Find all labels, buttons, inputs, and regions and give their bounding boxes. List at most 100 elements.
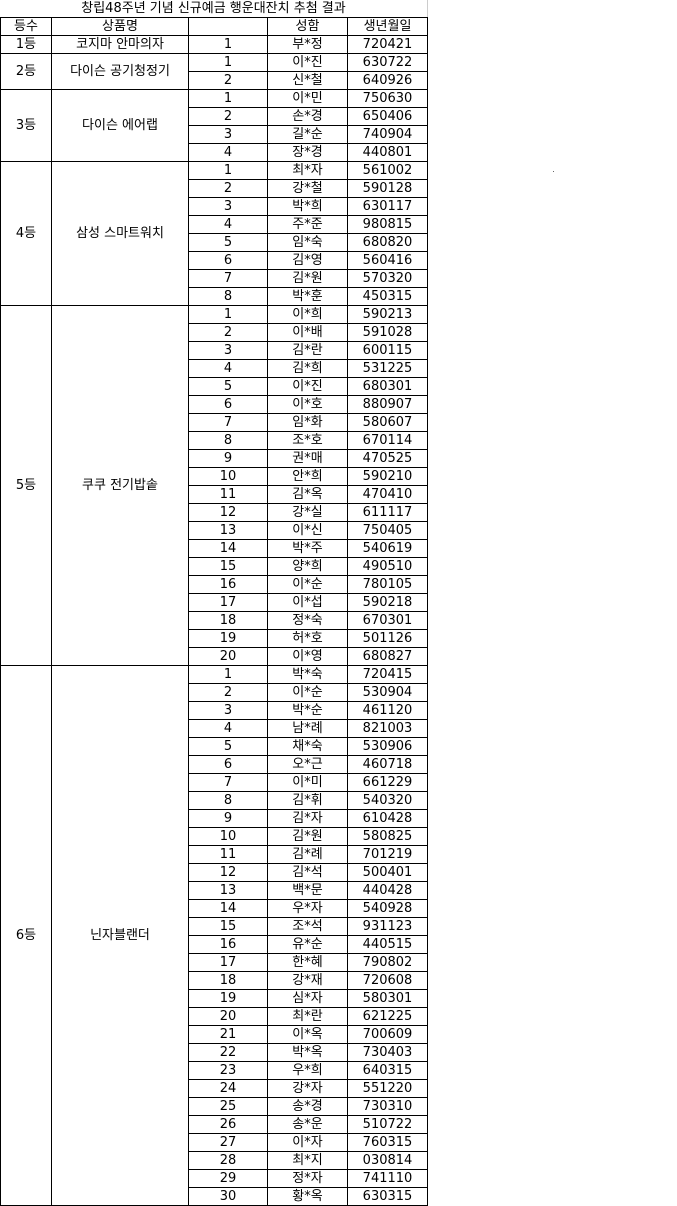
name-cell[interactable]: 박*숙 [267, 665, 348, 684]
name-cell[interactable]: 이*미 [267, 773, 348, 792]
birthdate-cell[interactable]: 880907 [347, 395, 428, 414]
birthdate-cell[interactable]: 561002 [347, 161, 428, 180]
number-cell[interactable]: 17 [188, 593, 268, 612]
number-cell[interactable]: 1 [188, 305, 268, 324]
name-cell[interactable]: 유*순 [267, 935, 348, 954]
number-cell[interactable]: 13 [188, 521, 268, 540]
number-cell[interactable]: 3 [188, 125, 268, 144]
name-cell[interactable]: 김*영 [267, 251, 348, 270]
name-cell[interactable]: 이*순 [267, 683, 348, 702]
name-cell[interactable]: 최*지 [267, 1151, 348, 1170]
number-cell[interactable]: 16 [188, 935, 268, 954]
number-cell[interactable]: 2 [188, 323, 268, 342]
number-cell[interactable]: 25 [188, 1097, 268, 1116]
birthdate-cell[interactable]: 670114 [347, 431, 428, 450]
birthdate-cell[interactable]: 730310 [347, 1097, 428, 1116]
header-birthdate[interactable]: 생년월일 [347, 17, 428, 36]
prize-cell[interactable]: 쿠쿠 전기밥솥 [51, 305, 189, 666]
number-cell[interactable]: 29 [188, 1169, 268, 1188]
number-cell[interactable]: 26 [188, 1115, 268, 1134]
number-cell[interactable]: 4 [188, 143, 268, 162]
number-cell[interactable]: 6 [188, 251, 268, 270]
number-cell[interactable]: 19 [188, 629, 268, 648]
number-cell[interactable]: 28 [188, 1151, 268, 1170]
name-cell[interactable]: 우*자 [267, 899, 348, 918]
name-cell[interactable]: 이*민 [267, 89, 348, 108]
birthdate-cell[interactable]: 720421 [347, 35, 428, 54]
number-cell[interactable]: 30 [188, 1187, 268, 1206]
birthdate-cell[interactable]: 931123 [347, 917, 428, 936]
number-cell[interactable]: 16 [188, 575, 268, 594]
name-cell[interactable]: 길*순 [267, 125, 348, 144]
name-cell[interactable]: 오*근 [267, 755, 348, 774]
name-cell[interactable]: 부*정 [267, 35, 348, 54]
name-cell[interactable]: 송*경 [267, 1097, 348, 1116]
name-cell[interactable]: 이*신 [267, 521, 348, 540]
name-cell[interactable]: 이*순 [267, 575, 348, 594]
name-cell[interactable]: 이*섭 [267, 593, 348, 612]
name-cell[interactable]: 장*경 [267, 143, 348, 162]
birthdate-cell[interactable]: 570320 [347, 269, 428, 288]
name-cell[interactable]: 김*휘 [267, 791, 348, 810]
name-cell[interactable]: 백*문 [267, 881, 348, 900]
number-cell[interactable]: 22 [188, 1043, 268, 1062]
birthdate-cell[interactable]: 750630 [347, 89, 428, 108]
prize-cell[interactable]: 삼성 스마트워치 [51, 161, 189, 306]
birthdate-cell[interactable]: 661229 [347, 773, 428, 792]
name-cell[interactable]: 강*자 [267, 1079, 348, 1098]
name-cell[interactable]: 정*숙 [267, 611, 348, 630]
name-cell[interactable]: 김*옥 [267, 485, 348, 504]
birthdate-cell[interactable]: 740904 [347, 125, 428, 144]
number-cell[interactable]: 20 [188, 1007, 268, 1026]
birthdate-cell[interactable]: 470410 [347, 485, 428, 504]
number-cell[interactable]: 1 [188, 35, 268, 54]
number-cell[interactable]: 23 [188, 1061, 268, 1080]
number-cell[interactable]: 6 [188, 395, 268, 414]
birthdate-cell[interactable]: 600115 [347, 341, 428, 360]
number-cell[interactable]: 7 [188, 773, 268, 792]
name-cell[interactable]: 이*영 [267, 647, 348, 666]
name-cell[interactable]: 남*례 [267, 719, 348, 738]
name-cell[interactable]: 강*철 [267, 179, 348, 198]
birthdate-cell[interactable]: 640315 [347, 1061, 428, 1080]
number-cell[interactable]: 24 [188, 1079, 268, 1098]
name-cell[interactable]: 강*실 [267, 503, 348, 522]
birthdate-cell[interactable]: 501126 [347, 629, 428, 648]
number-cell[interactable]: 15 [188, 917, 268, 936]
name-cell[interactable]: 허*호 [267, 629, 348, 648]
name-cell[interactable]: 권*매 [267, 449, 348, 468]
birthdate-cell[interactable]: 490510 [347, 557, 428, 576]
birthdate-cell[interactable]: 510722 [347, 1115, 428, 1134]
birthdate-cell[interactable]: 621225 [347, 1007, 428, 1026]
birthdate-cell[interactable]: 750405 [347, 521, 428, 540]
number-cell[interactable]: 6 [188, 755, 268, 774]
name-cell[interactable]: 박*옥 [267, 1043, 348, 1062]
name-cell[interactable]: 최*자 [267, 161, 348, 180]
number-cell[interactable]: 3 [188, 701, 268, 720]
number-cell[interactable]: 21 [188, 1025, 268, 1044]
birthdate-cell[interactable]: 701219 [347, 845, 428, 864]
name-cell[interactable]: 조*석 [267, 917, 348, 936]
rank-cell[interactable]: 1등 [0, 35, 52, 54]
birthdate-cell[interactable]: 530906 [347, 737, 428, 756]
name-cell[interactable]: 한*혜 [267, 953, 348, 972]
number-cell[interactable]: 27 [188, 1133, 268, 1152]
birthdate-cell[interactable]: 470525 [347, 449, 428, 468]
header-number[interactable] [188, 17, 268, 36]
birthdate-cell[interactable]: 700609 [347, 1025, 428, 1044]
birthdate-cell[interactable]: 590210 [347, 467, 428, 486]
number-cell[interactable]: 11 [188, 485, 268, 504]
name-cell[interactable]: 손*경 [267, 107, 348, 126]
number-cell[interactable]: 4 [188, 359, 268, 378]
name-cell[interactable]: 정*자 [267, 1169, 348, 1188]
birthdate-cell[interactable]: 591028 [347, 323, 428, 342]
name-cell[interactable]: 김*란 [267, 341, 348, 360]
birthdate-cell[interactable]: 780105 [347, 575, 428, 594]
birthdate-cell[interactable]: 590213 [347, 305, 428, 324]
name-cell[interactable]: 박*희 [267, 197, 348, 216]
number-cell[interactable]: 4 [188, 215, 268, 234]
number-cell[interactable]: 9 [188, 809, 268, 828]
birthdate-cell[interactable]: 640926 [347, 71, 428, 90]
number-cell[interactable]: 14 [188, 899, 268, 918]
number-cell[interactable]: 10 [188, 827, 268, 846]
